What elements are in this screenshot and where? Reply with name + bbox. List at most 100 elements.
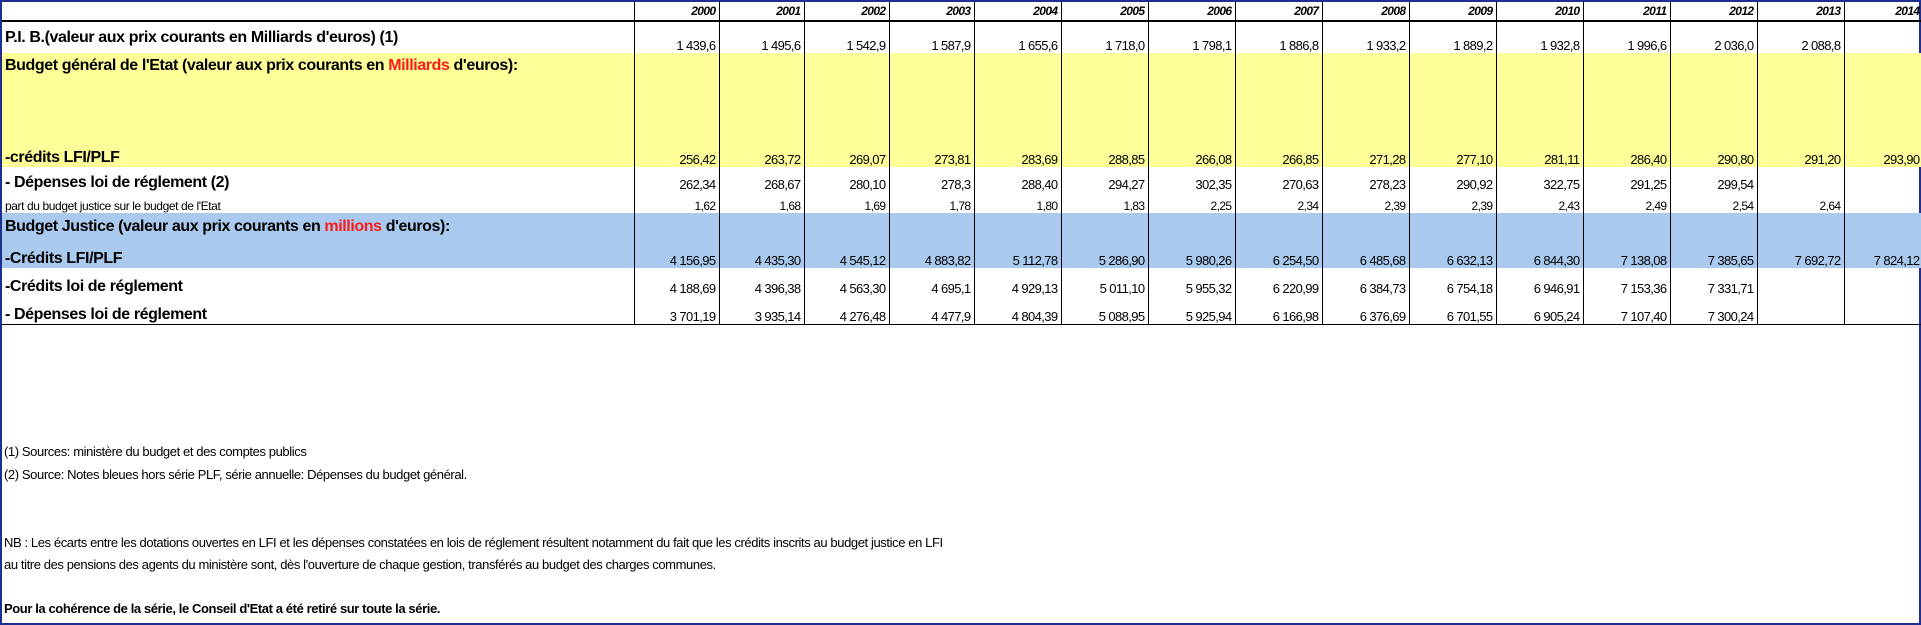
justice-credits-lfi-value: 4 435,30 — [718, 241, 804, 268]
depenses-reglement-value — [1843, 167, 1921, 192]
budget-table: 2000 2001 2002 2003 2004 2005 2006 2007 2008 2009… — [2, 2, 1921, 325]
justice-credits-lfi-value: 4 883,82 — [888, 241, 974, 268]
pib-value: 1 996,6 — [1582, 21, 1670, 53]
pib-value: 1 932,8 — [1495, 21, 1583, 53]
blank-cell — [1843, 213, 1921, 241]
credits-lfi-plf-value: 256,42 — [633, 143, 719, 167]
justice-depenses-loi-value — [1843, 296, 1921, 325]
blank-cell — [1756, 53, 1844, 143]
justice-credits-loi-value — [1756, 268, 1844, 296]
justice-credits-lfi-value: 7 385,65 — [1669, 241, 1757, 268]
part-budget-justice-value: 1,68 — [718, 192, 804, 213]
year-cell: 2013 — [1756, 2, 1844, 22]
part-budget-justice-value: 2,64 — [1756, 192, 1844, 213]
blank-cell — [1321, 213, 1409, 241]
justice-credits-loi-value: 4 929,13 — [973, 268, 1061, 296]
justice-credits-loi-value: 4 188,69 — [633, 268, 719, 296]
credits-lfi-plf-value: 293,90 — [1843, 143, 1921, 167]
budget-general-title-text: Budget général de l'Etat (valeur aux pri… — [5, 57, 389, 74]
justice-depenses-loi-value: 3 935,14 — [718, 296, 804, 325]
part-budget-justice-value: 1,69 — [803, 192, 889, 213]
justice-depenses-loi-row: - Dépenses loi de réglement 3 701,19 3 93… — [2, 296, 1921, 325]
budget-justice-title-suffix: d'euros): — [381, 218, 451, 235]
justice-credits-lfi-value: 6 844,30 — [1495, 241, 1583, 268]
part-budget-justice-value: 1,83 — [1060, 192, 1148, 213]
justice-credits-lfi-value: 5 286,90 — [1060, 241, 1148, 268]
part-budget-justice-value: 2,34 — [1234, 192, 1322, 213]
credits-lfi-plf-value: 281,11 — [1495, 143, 1583, 167]
credits-lfi-plf-value: 277,10 — [1408, 143, 1496, 167]
year-cell: 2006 — [1147, 2, 1235, 22]
budget-justice-title: Budget Justice (valeur aux prix courants… — [2, 213, 634, 241]
blank-cell — [803, 53, 889, 143]
pib-value: 1 495,6 — [718, 21, 804, 53]
credits-lfi-plf-value: 290,80 — [1669, 143, 1757, 167]
blank-cell — [633, 213, 719, 241]
depenses-reglement-value: 288,40 — [973, 167, 1061, 192]
blank-cell — [718, 213, 804, 241]
depenses-reglement-value: 278,3 — [888, 167, 974, 192]
part-budget-justice-value: 2,39 — [1408, 192, 1496, 213]
justice-credits-loi-value: 4 695,1 — [888, 268, 974, 296]
pib-value: 1 439,6 — [633, 21, 719, 53]
justice-credits-loi-label: -Crédits loi de réglement — [5, 278, 183, 295]
blank-cell — [1234, 53, 1322, 143]
pib-row: P.I. B.(valeur aux prix courants en Mill… — [2, 21, 1921, 53]
justice-credits-loi-value: 4 563,30 — [803, 268, 889, 296]
blank-cell — [973, 213, 1061, 241]
credits-lfi-plf-value: 283,69 — [973, 143, 1061, 167]
budget-general-title-row: Budget général de l'Etat (valeur aux pri… — [2, 53, 1921, 143]
part-budget-justice-value: 2,54 — [1669, 192, 1757, 213]
blank-cell — [1147, 213, 1235, 241]
year-cell: 2010 — [1495, 2, 1583, 22]
blank-cell — [1582, 53, 1670, 143]
justice-credits-lfi-value: 5 980,26 — [1147, 241, 1235, 268]
justice-credits-lfi-value: 6 485,68 — [1321, 241, 1409, 268]
blank-cell — [1408, 213, 1496, 241]
justice-depenses-loi-value: 7 300,24 — [1669, 296, 1757, 325]
depenses-reglement-value: 290,92 — [1408, 167, 1496, 192]
blank-cell — [1756, 213, 1844, 241]
credits-lfi-plf-value: 288,85 — [1060, 143, 1148, 167]
justice-credits-lfi-value: 4 545,12 — [803, 241, 889, 268]
blank-cell — [1408, 53, 1496, 143]
justice-credits-loi-value: 4 396,38 — [718, 268, 804, 296]
pib-value: 1 798,1 — [1147, 21, 1235, 53]
part-budget-justice-label: part du budget justice sur le budget de … — [5, 199, 221, 213]
credits-lfi-plf-value: 286,40 — [1582, 143, 1670, 167]
part-budget-justice-value — [1843, 192, 1921, 213]
part-budget-justice-value: 1,78 — [888, 192, 974, 213]
depenses-reglement-label: - Dépenses loi de réglement (2) — [5, 174, 230, 191]
note-source-2: (2) Source: Notes bleues hors série PLF,… — [4, 467, 467, 482]
part-budget-justice-value: 1,80 — [973, 192, 1061, 213]
pib-value — [1843, 21, 1921, 53]
note-nb-line-2: au titre des pensions des agents du mini… — [4, 557, 716, 572]
year-cell: 2011 — [1582, 2, 1670, 22]
credits-lfi-plf-value: 269,07 — [803, 143, 889, 167]
justice-credits-lfi-value: 4 156,95 — [633, 241, 719, 268]
justice-credits-loi-value: 6 220,99 — [1234, 268, 1322, 296]
blank-cell — [1495, 53, 1583, 143]
justice-credits-lfi-value: 6 254,50 — [1234, 241, 1322, 268]
justice-depenses-loi-value: 6 166,98 — [1234, 296, 1322, 325]
credits-lfi-plf-value: 266,08 — [1147, 143, 1235, 167]
part-budget-justice-value: 2,39 — [1321, 192, 1409, 213]
pib-value: 1 655,6 — [973, 21, 1061, 53]
justice-depenses-loi-value: 7 107,40 — [1582, 296, 1670, 325]
credits-lfi-plf-row: -crédits LFI/PLF 256,42 263,72 269,07 273,8… — [2, 143, 1921, 167]
year-cell: 2008 — [1321, 2, 1409, 22]
note-source-1: (1) Sources: ministère du budget et des … — [4, 444, 307, 459]
credits-lfi-plf-value: 266,85 — [1234, 143, 1322, 167]
depenses-reglement-value: 268,67 — [718, 167, 804, 192]
part-budget-justice-value: 2,49 — [1582, 192, 1670, 213]
year-cell: 2002 — [803, 2, 889, 22]
justice-depenses-loi-value: 4 276,48 — [803, 296, 889, 325]
justice-depenses-loi-label: - Dépenses loi de réglement — [2, 296, 634, 325]
pib-label: P.I. B.(valeur aux prix courants en Mill… — [5, 28, 398, 46]
year-cell: 2007 — [1234, 2, 1322, 22]
credits-lfi-plf-label: -crédits LFI/PLF — [2, 143, 634, 167]
blank-cell — [1843, 53, 1921, 143]
justice-credits-lfi-value: 6 632,13 — [1408, 241, 1496, 268]
depenses-reglement-value: 291,25 — [1582, 167, 1670, 192]
blank-cell — [1321, 53, 1409, 143]
